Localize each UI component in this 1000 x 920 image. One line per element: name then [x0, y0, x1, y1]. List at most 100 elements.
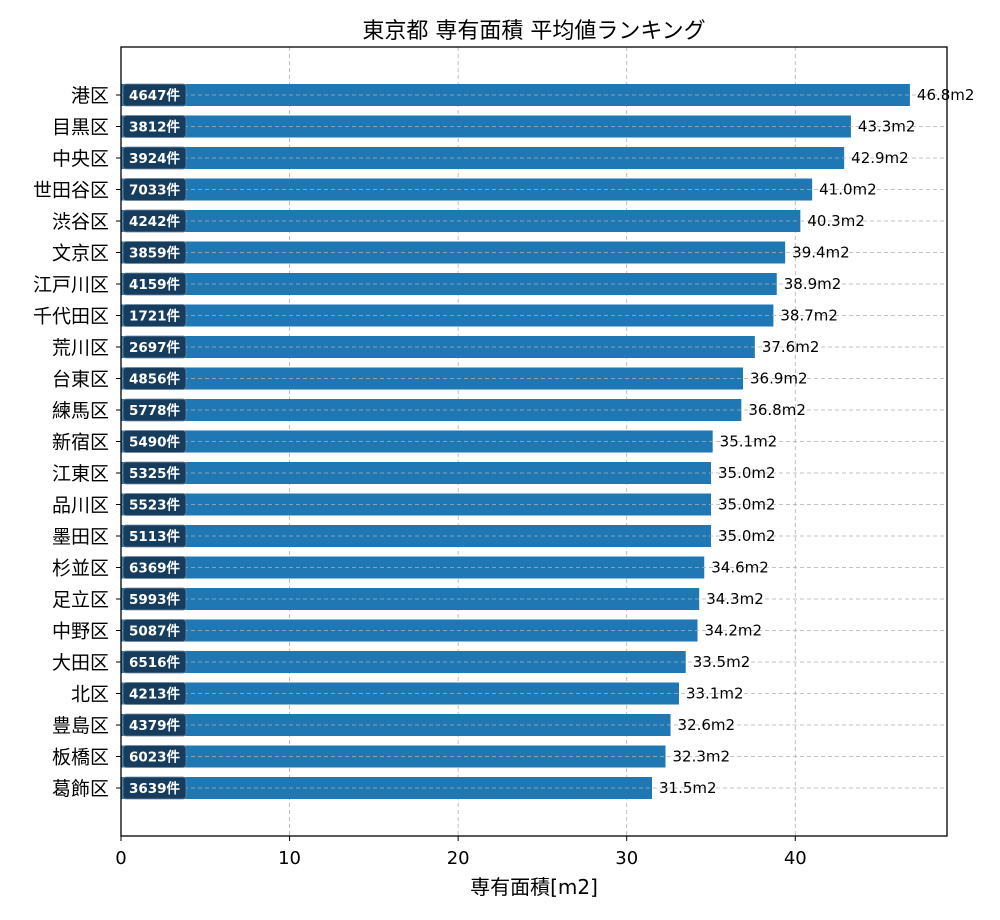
x-tick-label: 40 [784, 848, 807, 869]
count-label: 2697件 [129, 339, 181, 356]
count-badge [122, 178, 187, 201]
y-tick-label: 中野区 [52, 621, 109, 643]
value-label: 36.8m2 [748, 401, 806, 419]
y-tick-label: 墨田区 [52, 526, 109, 548]
count-badge [122, 776, 187, 800]
count-label: 5778件 [129, 402, 181, 419]
count-badge [122, 209, 187, 233]
count-badge [122, 115, 187, 138]
count-label: 5325件 [129, 465, 181, 482]
value-label: 35.1m2 [720, 433, 778, 451]
count-badge [122, 713, 187, 737]
count-label: 4647件 [129, 87, 181, 104]
y-tick-label: 中央区 [52, 148, 109, 170]
value-label: 35.0m2 [718, 464, 776, 482]
count-badge [122, 241, 187, 264]
y-tick-label: 練馬区 [52, 400, 109, 422]
count-badge [122, 272, 187, 296]
count-label: 4213件 [129, 686, 181, 703]
bar [121, 777, 652, 799]
value-label: 34.2m2 [705, 622, 763, 640]
value-label: 31.5m2 [659, 779, 717, 797]
count-badge [122, 587, 187, 611]
y-tick-label: 葛飾区 [52, 778, 109, 800]
value-label: 34.6m2 [711, 559, 769, 577]
y-tick-label: 目黒区 [52, 117, 109, 139]
value-label: 40.3m2 [807, 212, 865, 230]
horizontal-gridlines [121, 94, 947, 789]
value-label: 43.3m2 [858, 118, 916, 136]
y-tick-label: 世田谷区 [33, 180, 109, 202]
count-label: 3812件 [129, 119, 181, 136]
count-badge [122, 430, 187, 453]
count-badge [122, 367, 187, 390]
value-label: 32.3m2 [672, 748, 730, 766]
count-label: 1721件 [129, 308, 181, 325]
bar [121, 682, 679, 705]
value-label: 38.9m2 [784, 275, 842, 293]
count-label: 4242件 [129, 213, 181, 230]
value-label: 35.0m2 [718, 527, 776, 545]
count-label: 3639件 [129, 780, 181, 797]
count-label: 3859件 [129, 245, 181, 262]
value-label: 32.6m2 [678, 716, 736, 734]
y-tick-label: 豊島区 [52, 715, 109, 737]
count-badge [122, 146, 187, 170]
x-tick-label: 0 [115, 848, 126, 869]
y-tick-label: 台東区 [52, 369, 109, 391]
y-tick-label: 杉並区 [52, 558, 109, 580]
bar [121, 147, 845, 169]
count-label: 4379件 [129, 717, 181, 734]
count-label: 7033件 [129, 182, 181, 199]
count-badge [122, 650, 187, 674]
bar [121, 273, 777, 295]
y-tick-label: 足立区 [52, 589, 109, 611]
x-tick-label: 30 [615, 848, 638, 869]
count-label: 5490件 [129, 434, 181, 451]
value-label: 39.4m2 [792, 244, 850, 262]
count-badge [122, 493, 187, 516]
bars [121, 84, 910, 799]
count-badge [122, 83, 187, 107]
count-badge [122, 398, 187, 422]
value-label: 41.0m2 [819, 181, 877, 199]
value-label: 33.5m2 [693, 653, 751, 671]
count-badge [122, 619, 187, 642]
value-label: 35.0m2 [718, 496, 776, 514]
count-badge [122, 524, 187, 548]
y-tick-label: 品川区 [52, 495, 109, 517]
count-label: 6023件 [129, 749, 181, 766]
count-label: 6516件 [129, 654, 181, 671]
count-label: 5993件 [129, 591, 181, 608]
x-tick-label: 10 [278, 848, 301, 869]
count-label: 5523件 [129, 497, 181, 514]
y-tick-label: 江戸川区 [33, 274, 109, 296]
count-label: 6369件 [129, 560, 181, 577]
x-tick-label: 20 [447, 848, 470, 869]
value-label: 46.8m2 [917, 86, 975, 104]
y-tick-label: 大田区 [52, 652, 109, 674]
count-badge [122, 745, 187, 768]
count-label: 5087件 [129, 623, 181, 640]
y-tick-label: 荒川区 [52, 337, 109, 359]
count-badge [122, 682, 187, 705]
count-label: 4856件 [129, 371, 181, 388]
value-label: 33.1m2 [686, 685, 744, 703]
axes: 0 10 20 30 40 港区目黒区中央区世田谷区渋谷区文京区江戸川区千代田区荒川区台東… [33, 85, 807, 869]
bar [121, 556, 705, 579]
count-label: 3924件 [129, 150, 181, 167]
value-label: 42.9m2 [851, 149, 909, 167]
y-tick-label: 渋谷区 [52, 211, 109, 233]
count-badge [122, 556, 187, 579]
value-label: 38.7m2 [780, 307, 838, 325]
count-label: 5113件 [129, 528, 181, 545]
chart-title: 東京都 専有面積 平均値ランキング [362, 19, 705, 44]
x-axis-label: 専有面積[m2] [470, 875, 598, 899]
y-tick-label: 港区 [71, 85, 109, 107]
value-label: 37.6m2 [762, 338, 820, 356]
bar [121, 745, 666, 768]
value-label: 36.9m2 [750, 370, 808, 388]
y-tick-label: 文京区 [52, 243, 109, 265]
